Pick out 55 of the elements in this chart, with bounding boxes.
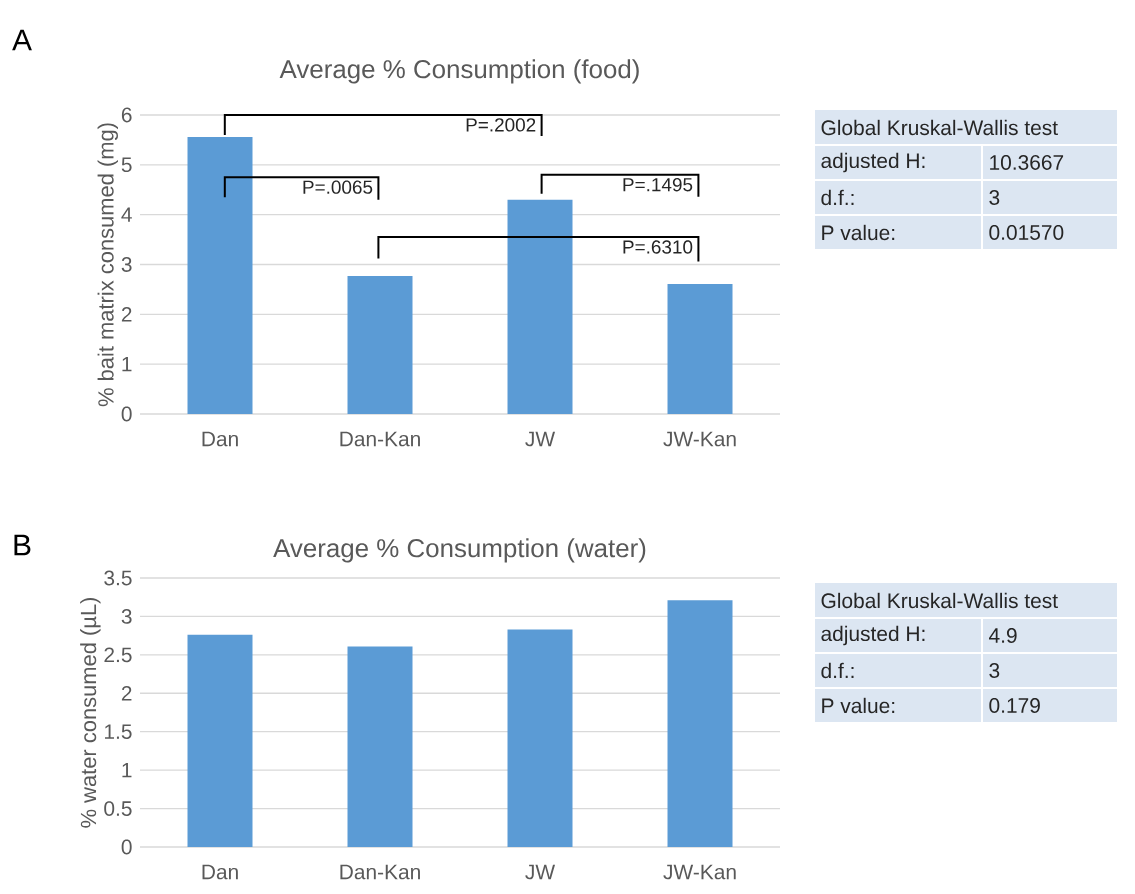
y-tick-label: 3 — [121, 257, 132, 272]
text: adjusted H: — [821, 625, 925, 646]
x-tick-label: Dan — [202, 864, 238, 880]
text: 0.179 — [989, 698, 1040, 713]
y-tick-label: 5 — [121, 157, 132, 173]
text: adjusted H: — [821, 152, 925, 173]
y-axis-title: % water consumed (µL) — [80, 597, 101, 828]
bar — [667, 600, 733, 847]
y-tick-label: 0 — [121, 406, 132, 422]
text: d.f.: — [821, 662, 854, 679]
bar — [347, 646, 413, 847]
annotation: P=.6310 — [623, 240, 693, 254]
y-tick-label: 2 — [121, 685, 132, 701]
bar — [507, 629, 573, 847]
x-tick-label: Dan-Kan — [340, 431, 420, 447]
text: 3 — [989, 190, 1000, 205]
bar — [667, 283, 733, 414]
text: P value: — [822, 224, 895, 241]
y-tick-label: 0.5 — [104, 801, 132, 816]
text: d.f.: — [821, 189, 854, 206]
bar — [347, 275, 413, 414]
text: 3 — [989, 663, 1000, 678]
text: B — [14, 534, 31, 556]
y-axis-title: % bait matrix consumed (mg) — [97, 123, 119, 407]
text: Global Kruskal-Wallis test — [821, 119, 1058, 136]
annotation: P=.1495 — [623, 177, 693, 192]
y-tick-label: 4 — [121, 207, 132, 222]
y-tick-label: 3 — [121, 609, 132, 624]
text: 10.3667 — [990, 155, 1064, 170]
bar — [187, 136, 253, 414]
y-tick-label: 1.5 — [105, 724, 132, 739]
y-tick-label: 3.5 — [104, 570, 132, 586]
text: 4.9 — [989, 628, 1017, 643]
x-tick-label: JW-Kan — [663, 431, 736, 447]
x-tick-label: Dan — [202, 431, 238, 447]
x-tick-label: JW — [525, 431, 556, 447]
x-tick-label: JW — [525, 864, 556, 880]
y-tick-label: 0 — [121, 839, 132, 855]
text: 0.01570 — [989, 225, 1064, 240]
y-tick-label: 2 — [121, 307, 132, 322]
y-tick-label: 1 — [122, 762, 132, 778]
y-tick-label: 2.5 — [104, 647, 132, 663]
x-tick-label: JW-Kan — [663, 864, 736, 880]
text: Global Kruskal-Wallis test — [821, 592, 1058, 609]
y-tick-label: 6 — [121, 107, 132, 123]
y-tick-label: 1 — [122, 356, 132, 372]
chart-title: Average % Consumption (water) — [273, 538, 646, 563]
chart-title: Average % Consumption (food) — [279, 59, 639, 84]
text: A — [12, 29, 32, 51]
bar — [187, 634, 253, 847]
annotation: P=.2002 — [466, 118, 536, 132]
text: P value: — [822, 697, 895, 714]
x-tick-label: Dan-Kan — [340, 864, 420, 880]
bar — [507, 199, 573, 414]
annotation: P=.0065 — [303, 180, 373, 194]
